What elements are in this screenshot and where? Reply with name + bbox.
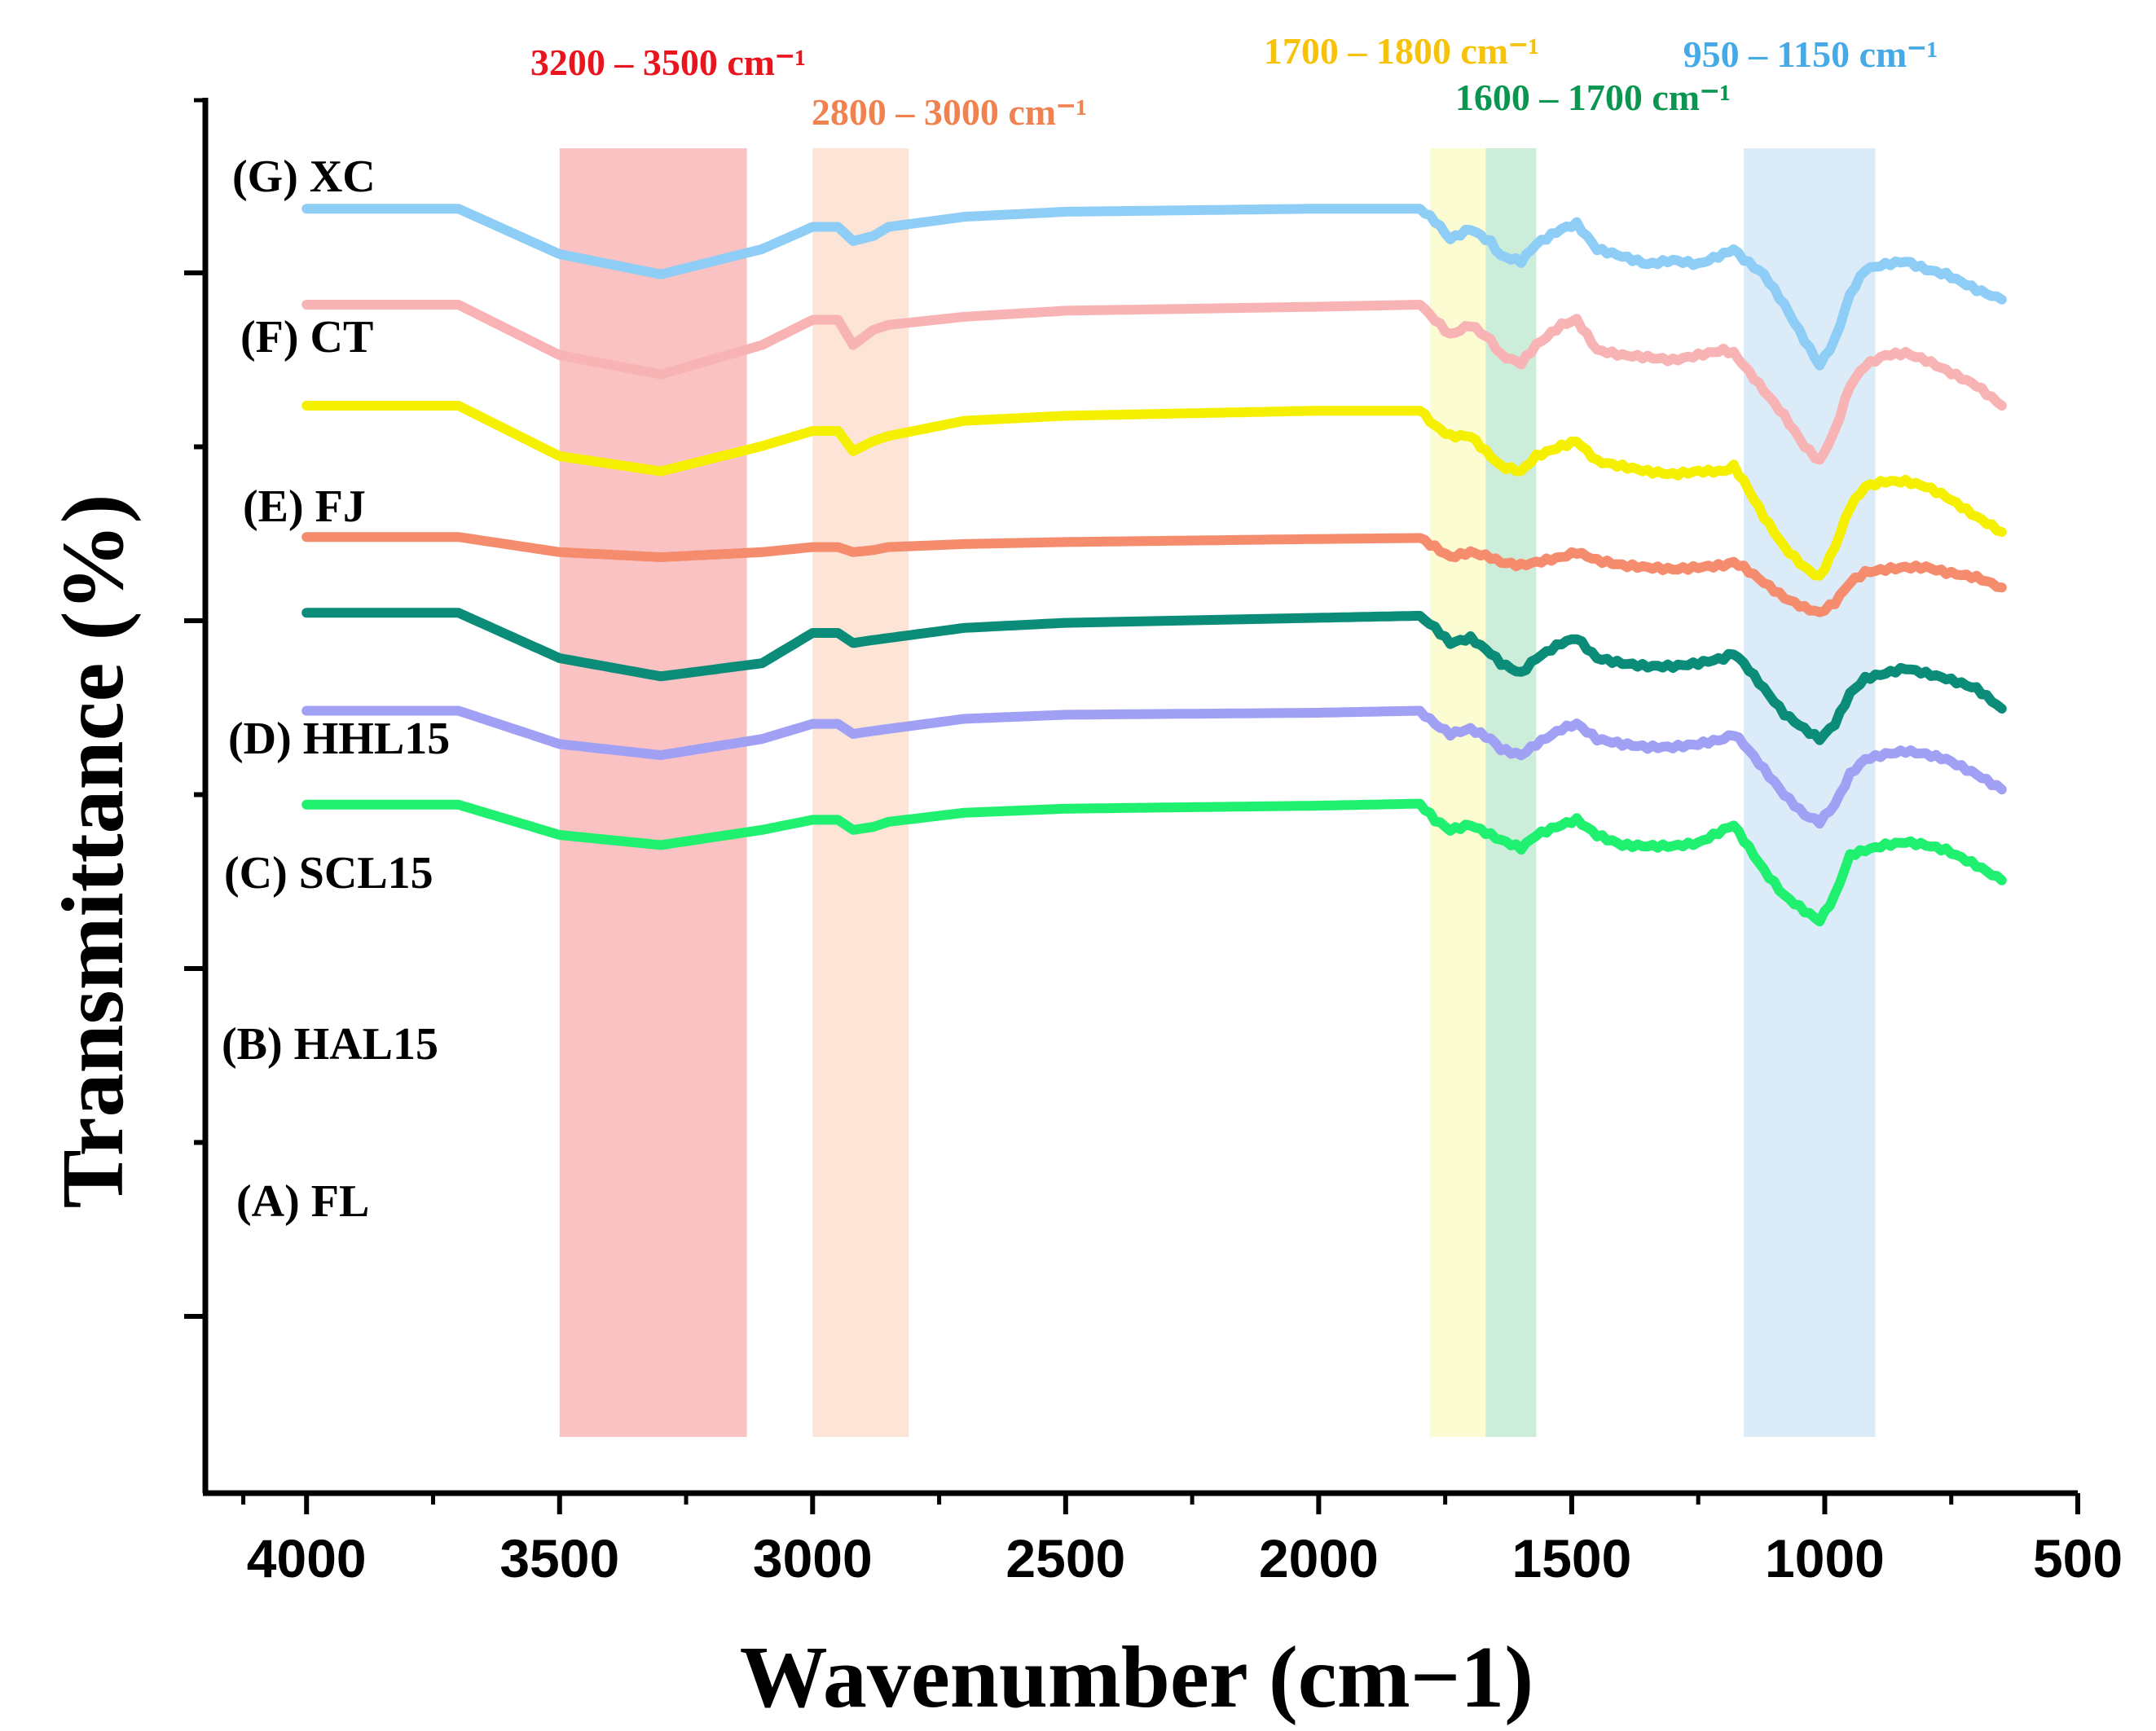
band-region-1 — [812, 148, 909, 1437]
axes: 4000 3500 3000 2500 2000 1500 1000 500 — [184, 98, 2123, 1588]
x-tick-label-7: 500 — [2033, 1528, 2123, 1588]
series-line-4 — [301, 608, 2007, 745]
band-region-0 — [559, 148, 747, 1437]
series-label-5: (B) HAL15 — [222, 1019, 438, 1070]
band-label-3: 1600 – 1700 cm⁻¹ — [1455, 77, 1731, 118]
x-tick-label-5: 1500 — [1512, 1528, 1632, 1588]
y-axis-title: Transmittance (%) — [45, 494, 142, 1209]
x-tick-label-4: 2000 — [1259, 1528, 1379, 1588]
series-label-2: (E) FJ — [243, 481, 366, 532]
series-line-1 — [301, 300, 2007, 465]
x-axis-title: Wavenumber (cm−1) — [740, 1629, 1533, 1726]
series-line-6 — [301, 798, 2007, 927]
series-label-6: (A) FL — [236, 1176, 369, 1227]
x-tick-label-2: 3000 — [753, 1528, 873, 1588]
band-label-4: 950 – 1150 cm⁻¹ — [1683, 33, 1938, 75]
band-region-2 — [1430, 148, 1486, 1437]
x-tick-label-3: 2500 — [1005, 1528, 1125, 1588]
band-label-2: 1700 – 1800 cm⁻¹ — [1264, 30, 1539, 72]
band-region-4 — [1744, 148, 1876, 1437]
x-tick-label-6: 1000 — [1765, 1528, 1885, 1588]
series-label-0: (G) XC — [232, 152, 376, 202]
series-line-5 — [301, 705, 2007, 829]
x-tick-label-1: 3500 — [499, 1528, 619, 1588]
band-label-0: 3200 – 3500 cm⁻¹ — [530, 42, 806, 83]
series-label-1: (F) CT — [240, 312, 373, 362]
band-label-1: 2800 – 3000 cm⁻¹ — [812, 91, 1087, 133]
x-tick-label-0: 4000 — [247, 1528, 367, 1588]
series-line-0 — [301, 204, 2007, 371]
series-line-2 — [301, 401, 2007, 581]
series-layer — [301, 204, 2007, 927]
series-label-4: (C) SCL15 — [224, 848, 433, 898]
series-label-3: (D) HHL15 — [228, 714, 450, 764]
series-line-3 — [301, 532, 2007, 617]
